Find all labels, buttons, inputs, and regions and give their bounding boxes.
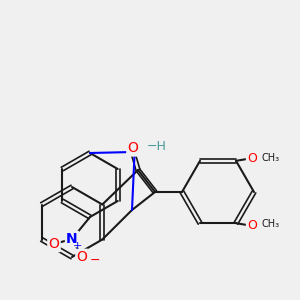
Text: +: + — [72, 241, 82, 251]
Text: −H: −H — [147, 140, 167, 152]
Text: O: O — [49, 237, 59, 251]
Text: N: N — [66, 232, 78, 246]
Text: O: O — [247, 219, 257, 232]
Text: −: − — [90, 254, 101, 266]
Text: N: N — [130, 141, 140, 155]
Text: O: O — [128, 141, 138, 155]
Text: CH₃: CH₃ — [262, 219, 280, 229]
Text: CH₃: CH₃ — [262, 153, 280, 163]
Text: O: O — [76, 250, 87, 264]
Text: O: O — [247, 152, 257, 165]
